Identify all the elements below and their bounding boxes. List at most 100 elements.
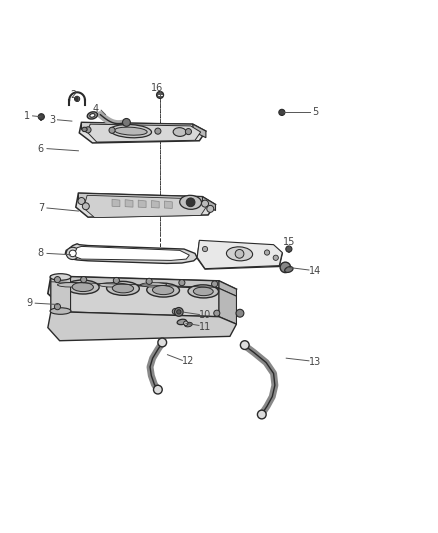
Ellipse shape [82, 127, 87, 132]
Polygon shape [87, 124, 201, 142]
Ellipse shape [57, 282, 84, 287]
Ellipse shape [90, 114, 95, 117]
Text: 9: 9 [26, 298, 32, 308]
Circle shape [202, 246, 208, 252]
Circle shape [184, 321, 188, 326]
Circle shape [123, 118, 131, 126]
Polygon shape [51, 276, 219, 288]
Polygon shape [79, 123, 206, 143]
Circle shape [146, 278, 152, 285]
Text: 12: 12 [182, 356, 194, 366]
Polygon shape [48, 276, 237, 306]
Circle shape [174, 308, 183, 316]
Polygon shape [76, 193, 215, 217]
Ellipse shape [193, 287, 213, 296]
Polygon shape [112, 199, 120, 207]
Circle shape [258, 410, 266, 419]
Polygon shape [138, 200, 146, 207]
Polygon shape [51, 283, 219, 317]
Ellipse shape [226, 247, 253, 261]
Polygon shape [197, 240, 283, 269]
Circle shape [235, 249, 244, 258]
Ellipse shape [112, 284, 134, 293]
Text: 6: 6 [38, 143, 44, 154]
Circle shape [279, 109, 285, 116]
Ellipse shape [106, 281, 139, 295]
Circle shape [179, 280, 185, 286]
Ellipse shape [152, 286, 174, 295]
Polygon shape [84, 195, 207, 217]
Circle shape [201, 200, 208, 207]
Circle shape [153, 385, 162, 394]
Circle shape [240, 341, 249, 350]
Ellipse shape [72, 282, 93, 292]
Ellipse shape [99, 282, 125, 287]
Ellipse shape [141, 282, 166, 287]
Ellipse shape [188, 285, 219, 298]
Circle shape [172, 309, 178, 314]
Ellipse shape [67, 280, 99, 294]
Polygon shape [219, 288, 237, 324]
Text: 5: 5 [312, 107, 318, 117]
Polygon shape [151, 200, 159, 208]
Circle shape [236, 309, 244, 317]
Polygon shape [219, 281, 237, 296]
Circle shape [177, 310, 181, 314]
Ellipse shape [147, 283, 180, 297]
Circle shape [265, 250, 270, 255]
Circle shape [212, 281, 218, 287]
Circle shape [81, 277, 87, 282]
Ellipse shape [184, 322, 192, 327]
Circle shape [54, 304, 60, 310]
Text: 10: 10 [199, 310, 211, 320]
Circle shape [155, 128, 161, 134]
Text: 15: 15 [283, 238, 295, 247]
Polygon shape [78, 193, 202, 203]
Polygon shape [65, 244, 197, 263]
Ellipse shape [66, 247, 79, 260]
Circle shape [186, 198, 195, 207]
Circle shape [207, 205, 214, 212]
Circle shape [82, 203, 89, 210]
Polygon shape [197, 243, 283, 269]
Circle shape [78, 198, 85, 205]
Circle shape [280, 262, 290, 272]
Ellipse shape [177, 319, 187, 325]
Text: 13: 13 [309, 357, 321, 367]
Circle shape [85, 127, 91, 133]
Circle shape [38, 114, 44, 120]
Circle shape [214, 310, 220, 316]
Text: 14: 14 [309, 266, 321, 276]
Text: 2: 2 [71, 91, 77, 100]
Text: 16: 16 [151, 83, 163, 93]
Polygon shape [81, 123, 193, 131]
Polygon shape [51, 276, 71, 311]
Text: 11: 11 [199, 322, 211, 332]
Text: 3: 3 [49, 115, 55, 125]
Ellipse shape [69, 250, 76, 257]
Text: 4: 4 [93, 104, 99, 114]
Circle shape [54, 277, 60, 282]
Circle shape [286, 246, 292, 252]
Ellipse shape [87, 112, 98, 119]
Text: 1: 1 [24, 111, 30, 121]
Ellipse shape [173, 127, 186, 136]
Circle shape [113, 277, 120, 284]
Circle shape [109, 127, 115, 133]
Ellipse shape [180, 195, 201, 209]
Polygon shape [125, 200, 133, 207]
Text: 8: 8 [38, 248, 44, 259]
Polygon shape [164, 201, 172, 208]
Circle shape [185, 128, 191, 135]
Ellipse shape [110, 125, 152, 138]
Circle shape [273, 255, 279, 261]
Polygon shape [202, 197, 215, 211]
Circle shape [158, 338, 166, 347]
Circle shape [156, 92, 163, 99]
Circle shape [74, 96, 80, 101]
Ellipse shape [50, 274, 71, 280]
Ellipse shape [114, 127, 147, 135]
Text: 7: 7 [38, 203, 44, 213]
Polygon shape [193, 124, 206, 138]
Polygon shape [75, 246, 189, 261]
